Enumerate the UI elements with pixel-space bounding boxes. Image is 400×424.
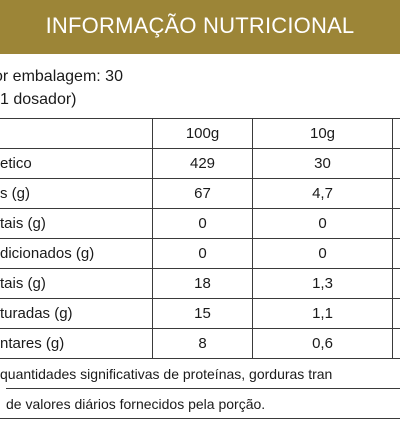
value-10g: 1,1: [312, 305, 333, 322]
table-row: turadas (g) 15 1,1: [0, 298, 400, 329]
footnote-line: quantidades significativas de proteínas,…: [0, 358, 400, 389]
value-100g: 15: [194, 305, 211, 322]
footnote-line: de valores diários fornecidos pela porçã…: [6, 388, 400, 419]
value-100g: 429: [189, 155, 216, 172]
serving-info: or embalagem: 30 1 dosador): [0, 65, 123, 111]
value-10g: 1,3: [312, 275, 333, 292]
value-10g: 0: [318, 215, 327, 232]
footnote-text: quantidades significativas de proteínas,…: [0, 366, 333, 382]
nutrition-header: INFORMAÇÃO NUTRICIONAL: [0, 0, 400, 54]
serving-size: 1 dosador): [0, 91, 77, 108]
nutrient-label: dicionados (g): [0, 245, 95, 262]
table-row: ntares (g) 8 0,6: [0, 328, 400, 359]
table-row: dicionados (g) 0 0: [0, 238, 400, 269]
nutrient-label: turadas (g): [0, 305, 73, 322]
value-10g: 0,6: [312, 335, 333, 352]
table-row: tais (g) 18 1,3: [0, 268, 400, 299]
footnote-text: de valores diários fornecidos pela porçã…: [6, 396, 266, 412]
value-10g: 4,7: [312, 185, 333, 202]
table-row: etico 429 30: [0, 148, 400, 179]
column-header-label: [0, 119, 152, 149]
nutrient-label: tais (g): [0, 275, 46, 292]
value-100g: 67: [194, 185, 211, 202]
header-title: INFORMAÇÃO NUTRICIONAL: [45, 13, 355, 38]
nutrient-label: tais (g): [0, 215, 46, 232]
value-100g: 0: [198, 245, 207, 262]
column-divider: [392, 118, 393, 358]
table-header-row: 100g 10g: [0, 118, 400, 149]
value-100g: 18: [194, 275, 211, 292]
nutrient-label: etico: [0, 155, 32, 172]
nutrition-table: 100g 10g etico 429 30 s (g) 67 4,7 tais …: [0, 118, 400, 358]
column-divider: [152, 118, 153, 358]
value-100g: 0: [198, 215, 207, 232]
nutrient-label: s (g): [0, 185, 30, 202]
value-10g: 0: [318, 245, 327, 262]
table-row: tais (g) 0 0: [0, 208, 400, 239]
table-row: s (g) 67 4,7: [0, 178, 400, 209]
table-bottom-border: [0, 418, 400, 419]
value-10g: 30: [314, 155, 331, 172]
column-divider: [252, 118, 253, 358]
column-header-100g: 100g: [185, 125, 220, 142]
servings-per-package: or embalagem: 30: [0, 68, 123, 85]
column-header-10g: 10g: [309, 125, 336, 142]
nutrient-label: ntares (g): [0, 335, 65, 352]
value-100g: 8: [198, 335, 207, 352]
